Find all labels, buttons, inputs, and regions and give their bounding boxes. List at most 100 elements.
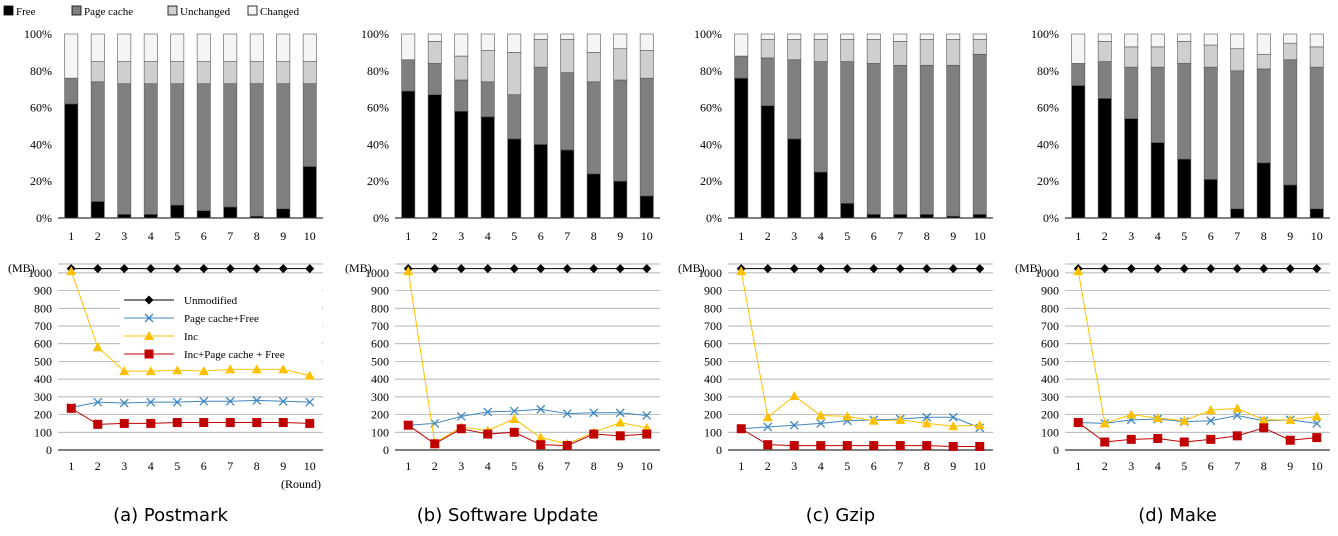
series-point-unmodified xyxy=(509,264,519,274)
panel-caption: (a) Postmark xyxy=(113,505,228,526)
bar-segment-page-cache xyxy=(1309,66,1324,210)
bar-chart-2: 0% 20% 40% 60% 80% 100% 1 2 3 4 5 6 7 8 9 10 xyxy=(694,27,993,243)
series-point-inc xyxy=(251,364,262,374)
series-point-inc-page-cache-free xyxy=(842,441,852,451)
bar-segment-free xyxy=(170,204,185,219)
series-point-inc-page-cache-free xyxy=(93,419,103,429)
line-x-tick-label: 8 xyxy=(924,459,930,473)
bar-segment-free xyxy=(639,195,654,219)
line-y-tick-label: 200 xyxy=(371,408,389,422)
bar-segment-page-cache xyxy=(586,81,601,175)
bar-segment-free xyxy=(840,202,855,219)
bar-segment-page-cache xyxy=(427,63,442,96)
bar-segment-unchanged xyxy=(787,39,802,61)
bar-x-tick-label: 6 xyxy=(201,229,207,243)
bar-x-tick-label: 8 xyxy=(254,229,260,243)
series-point-unmodified xyxy=(252,264,262,274)
line-y-tick-label: 800 xyxy=(704,301,722,315)
line-y-tick-label: 600 xyxy=(34,337,52,351)
panel-caption: (d) Make xyxy=(1138,505,1217,526)
bar-segment-free xyxy=(813,171,828,219)
bar-segment-unchanged xyxy=(480,50,495,83)
bar-x-tick-label: 7 xyxy=(1234,229,1240,243)
series-point-page-cache-free xyxy=(278,396,288,406)
bar-segment-page-cache xyxy=(1283,59,1298,186)
line-y-tick-label: 600 xyxy=(1041,337,1059,351)
bar-segment-unchanged xyxy=(1256,53,1271,70)
bar-x-tick-label: 3 xyxy=(121,229,127,243)
bar-segment-unchanged xyxy=(223,61,238,84)
bar-segment-free xyxy=(1097,98,1112,219)
line-y-tick-label: 200 xyxy=(1041,408,1059,422)
series-point-inc xyxy=(66,266,77,276)
bar-segment-unchanged xyxy=(866,39,881,64)
line-chart-1: 0 100 200 300 400 500 600 700 800 900 1000(MB) 1 2 3 4… xyxy=(345,261,660,526)
bar-y-tick-label: 100% xyxy=(694,27,722,41)
line-x-tick-label: 1 xyxy=(1075,459,1081,473)
series-point-unmodified xyxy=(1259,264,1269,274)
bar-segment-page-cache xyxy=(249,83,264,217)
series-point-unmodified xyxy=(1179,264,1189,274)
series-point-unmodified xyxy=(1126,264,1136,274)
bar-segment-page-cache xyxy=(734,55,749,79)
series-point-unmodified xyxy=(456,264,466,274)
series-point-page-cache-free xyxy=(1312,418,1322,428)
line-x-tick-label: 5 xyxy=(511,459,517,473)
bar-segment-changed xyxy=(170,33,185,62)
line-x-tick-label: 6 xyxy=(871,459,877,473)
legend-marker-2 xyxy=(144,331,154,340)
line-x-tick-label: 8 xyxy=(1261,459,1267,473)
bar-x-tick-label: 8 xyxy=(924,229,930,243)
series-line-inc-page-cache-free xyxy=(407,424,647,447)
series-point-inc xyxy=(842,411,853,421)
series-point-inc xyxy=(92,342,103,352)
series-point-inc-page-cache-free xyxy=(1100,437,1110,447)
line-y-tick-label: 800 xyxy=(34,301,52,315)
series-point-inc xyxy=(172,365,183,375)
line-x-tick-label: 5 xyxy=(1181,459,1187,473)
line-y-tick-label: 600 xyxy=(704,337,722,351)
bar-segment-free xyxy=(196,210,211,219)
line-y-tick-label: 500 xyxy=(704,354,722,368)
top-legend: Free Page cache Unchanged Changed xyxy=(3,5,300,18)
line-y-tick-label: 800 xyxy=(371,301,389,315)
series-point-page-cache-free xyxy=(146,397,156,407)
bar-segment-page-cache xyxy=(1230,70,1245,210)
bar-segment-page-cache xyxy=(1203,66,1218,180)
bar-segment-unchanged xyxy=(919,39,934,66)
series-point-inc-page-cache-free xyxy=(1126,434,1136,444)
line-legend: Unmodified Page cache+Free Inc Inc+Page cac… xyxy=(120,290,322,362)
bar-segment-changed xyxy=(1203,33,1218,46)
series-point-unmodified xyxy=(172,264,182,274)
series-point-unmodified xyxy=(536,264,546,274)
line-chart-2: 0 100 200 300 400 500 600 700 800 900 1000(MB) 1 2 3 4… xyxy=(678,261,993,526)
bar-segment-unchanged xyxy=(1124,46,1139,68)
bar-segment-unchanged xyxy=(454,55,469,81)
bar-y-tick-label: 0% xyxy=(1043,211,1059,225)
series-point-inc xyxy=(1099,418,1110,428)
series-point-unmodified xyxy=(225,264,235,274)
series-point-inc xyxy=(1152,413,1163,423)
line-y-tick-label: 300 xyxy=(1041,390,1059,404)
series-point-inc-page-cache-free xyxy=(948,441,958,451)
series-point-page-cache-free xyxy=(589,408,599,418)
line-x-tick-label: 5 xyxy=(174,459,180,473)
bar-segment-unchanged xyxy=(946,39,961,66)
bar-segment-changed xyxy=(507,33,522,53)
top-legend-swatch-0 xyxy=(3,5,14,16)
series-point-inc-page-cache-free xyxy=(66,403,76,413)
bar-segment-changed xyxy=(302,33,317,62)
top-legend-swatch-1 xyxy=(71,5,82,16)
bar-y-tick-label: 20% xyxy=(700,174,722,188)
series-point-inc xyxy=(1258,414,1269,424)
bar-segment-changed xyxy=(1309,33,1324,48)
line-x-tick-label: 1 xyxy=(68,459,74,473)
series-line-inc xyxy=(1077,271,1317,425)
bar-x-tick-label: 5 xyxy=(1181,229,1187,243)
series-line-inc xyxy=(740,270,980,427)
bar-segment-changed xyxy=(972,33,987,40)
line-y-tick-label: 400 xyxy=(34,372,52,386)
legend-marker-3 xyxy=(144,349,154,359)
series-point-page-cache-free xyxy=(483,407,493,417)
bar-segment-unchanged xyxy=(1230,48,1245,72)
